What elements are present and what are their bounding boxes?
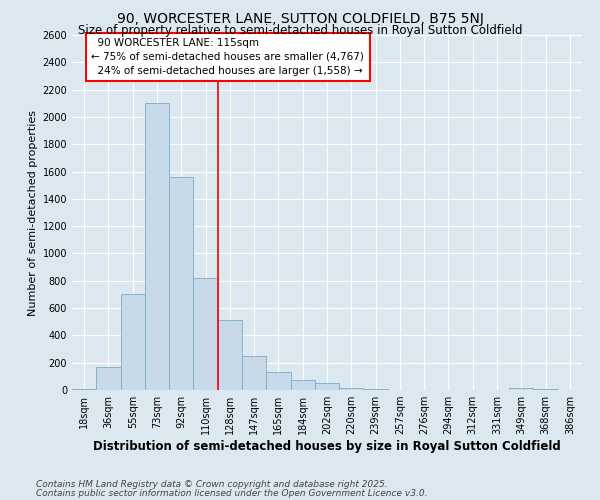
- Bar: [96, 367, 121, 390]
- Bar: [364, 389, 388, 390]
- Bar: [290, 380, 315, 390]
- Y-axis label: Number of semi-detached properties: Number of semi-detached properties: [28, 110, 38, 316]
- Bar: [509, 388, 533, 390]
- Bar: [218, 320, 242, 390]
- Bar: [315, 384, 339, 390]
- Bar: [121, 294, 145, 390]
- Text: 90, WORCESTER LANE, SUTTON COLDFIELD, B75 5NJ: 90, WORCESTER LANE, SUTTON COLDFIELD, B7…: [116, 12, 484, 26]
- Bar: [266, 372, 290, 390]
- Text: Contains HM Land Registry data © Crown copyright and database right 2025.: Contains HM Land Registry data © Crown c…: [36, 480, 388, 489]
- Text: Contains public sector information licensed under the Open Government Licence v3: Contains public sector information licen…: [36, 488, 427, 498]
- Text: 90 WORCESTER LANE: 115sqm
← 75% of semi-detached houses are smaller (4,767)
  24: 90 WORCESTER LANE: 115sqm ← 75% of semi-…: [91, 38, 364, 76]
- Bar: [145, 104, 169, 390]
- Text: Size of property relative to semi-detached houses in Royal Sutton Coldfield: Size of property relative to semi-detach…: [78, 24, 522, 37]
- Bar: [169, 177, 193, 390]
- Bar: [339, 388, 364, 390]
- X-axis label: Distribution of semi-detached houses by size in Royal Sutton Coldfield: Distribution of semi-detached houses by …: [93, 440, 561, 453]
- Bar: [193, 278, 218, 390]
- Bar: [242, 356, 266, 390]
